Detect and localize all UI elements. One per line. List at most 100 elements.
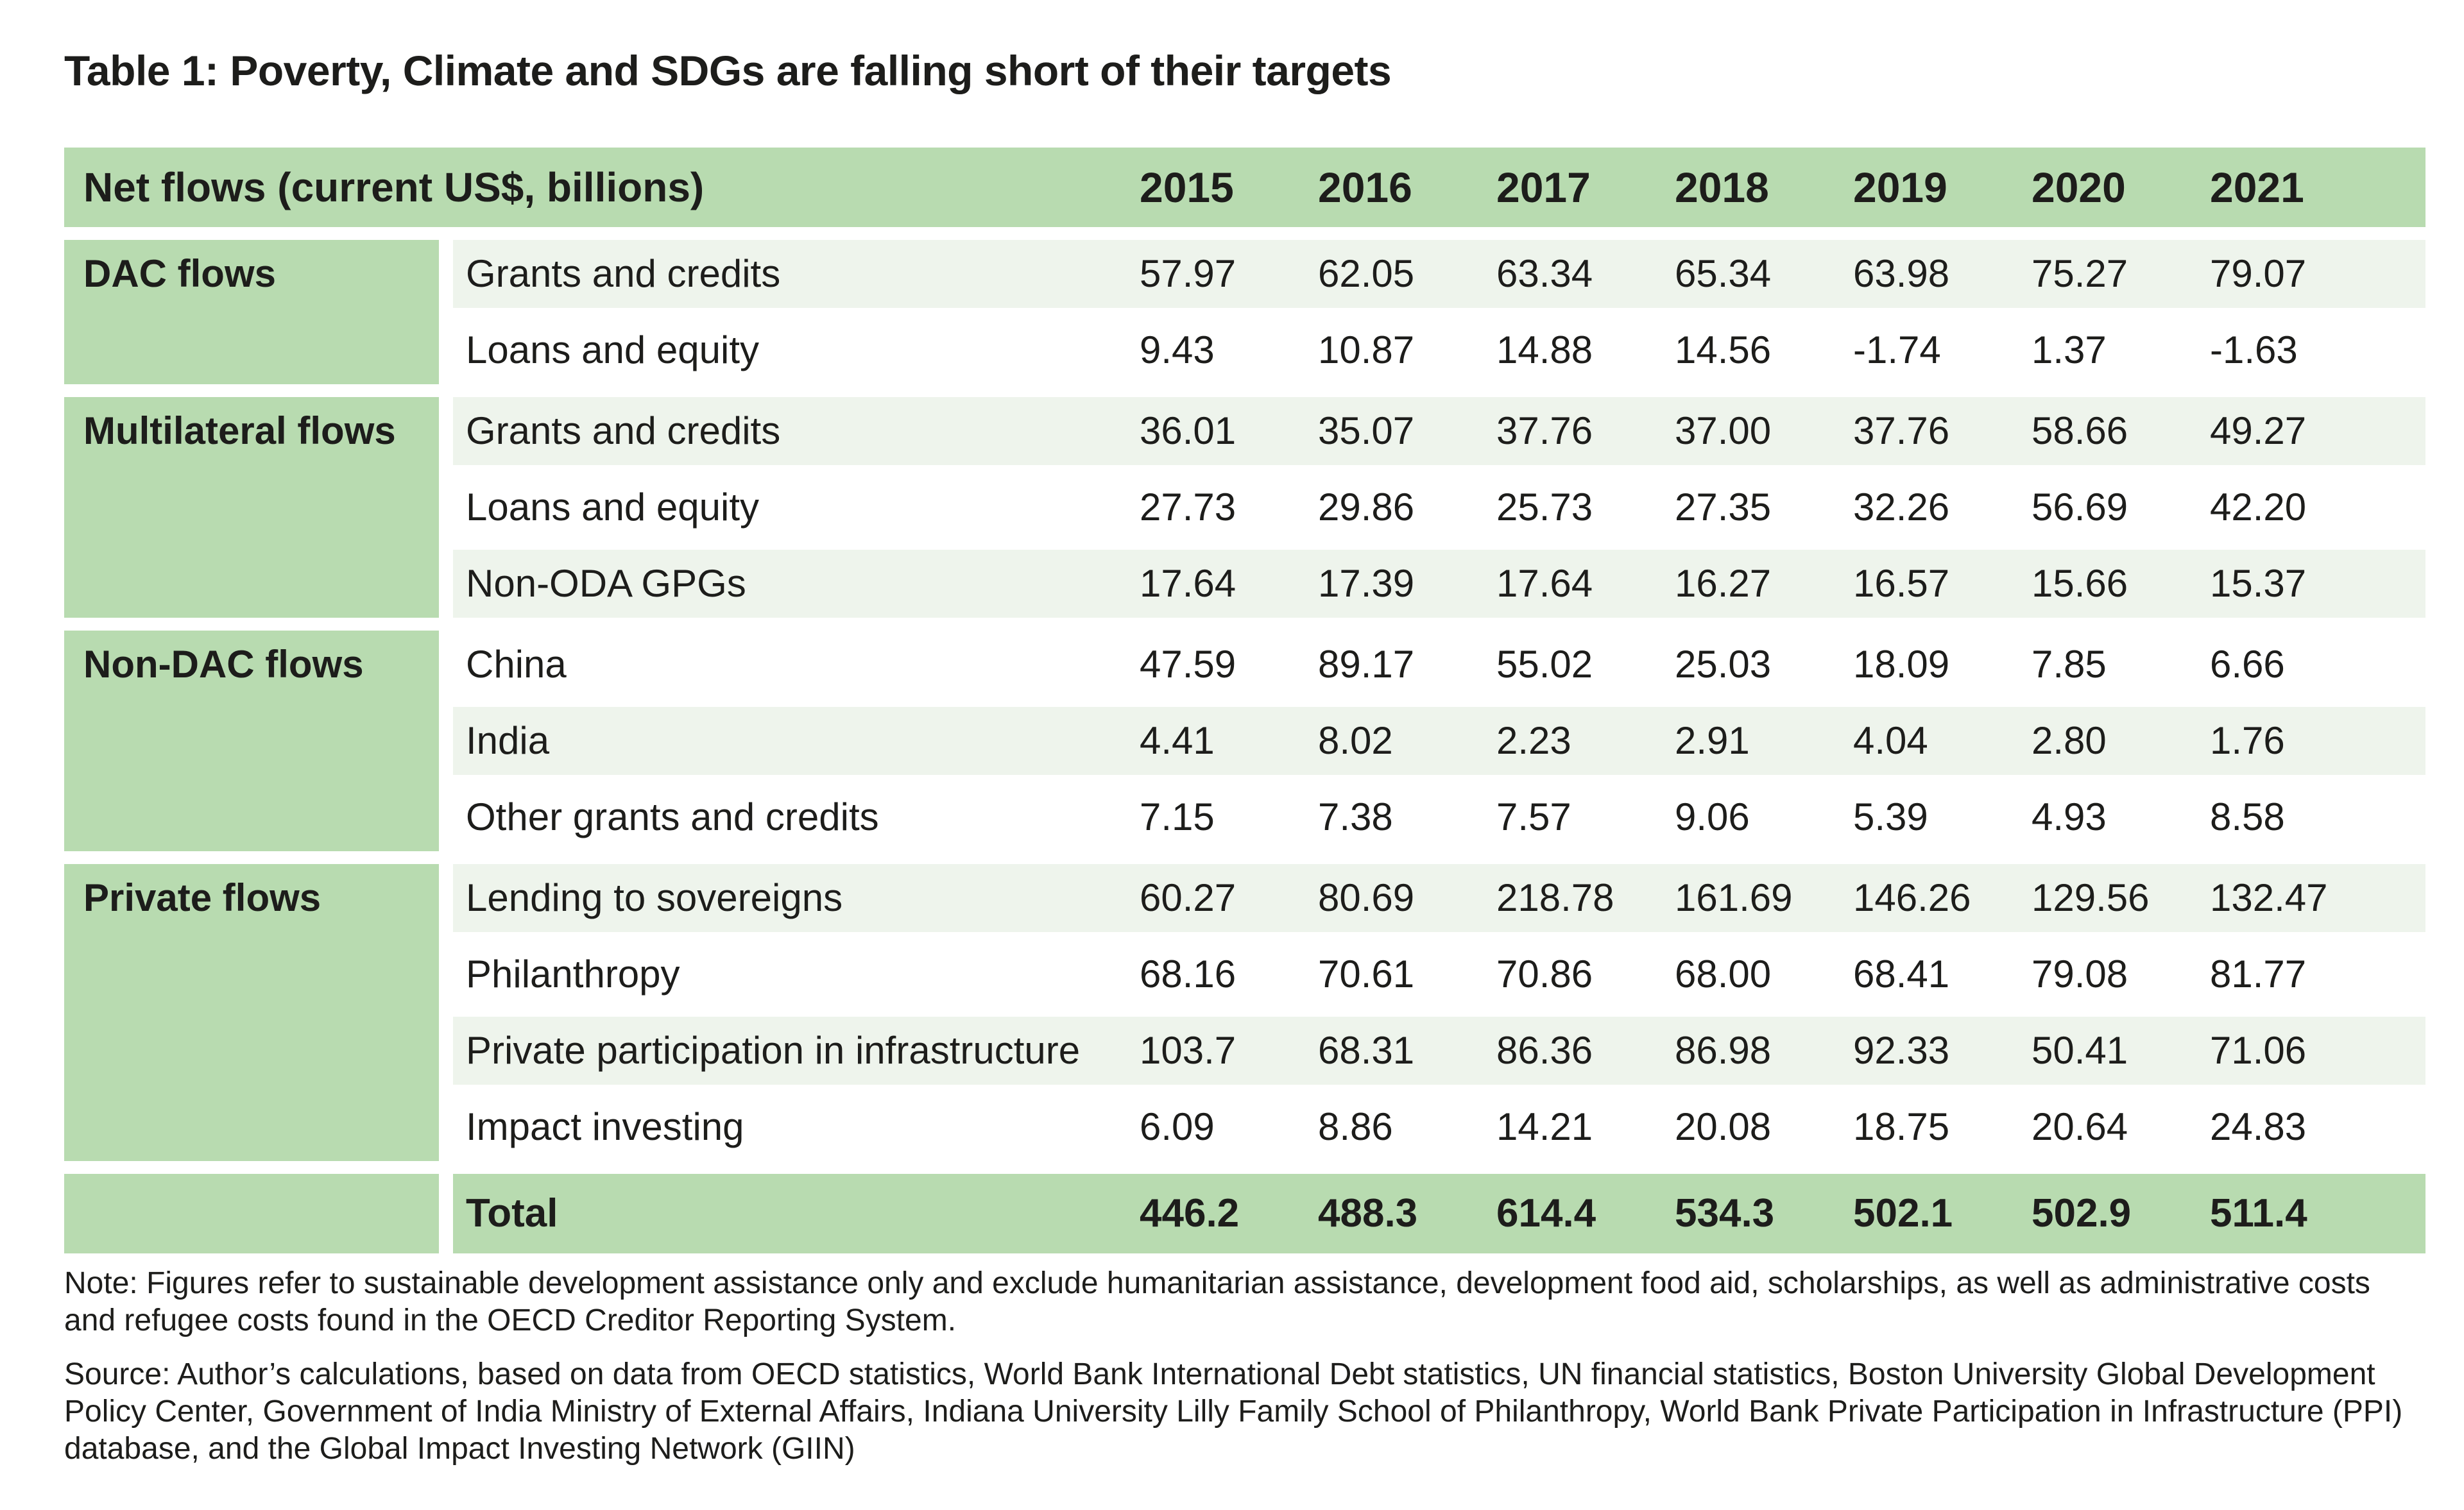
table-cell: 15.66 — [2032, 562, 2128, 605]
row-label: Other grants and credits — [466, 795, 879, 838]
header-year: 2020 — [2032, 164, 2126, 211]
table-cell: 37.76 — [1853, 409, 1950, 452]
group-label: Non-DAC flows — [83, 643, 364, 686]
total-cell: 614.4 — [1496, 1191, 1596, 1235]
total-spacer-cell — [64, 1174, 439, 1253]
table-cell: 17.64 — [1140, 562, 1236, 605]
row-label: Grants and credits — [466, 409, 781, 452]
table-cell: 37.76 — [1496, 409, 1593, 452]
table-cell: 68.41 — [1853, 953, 1950, 996]
header-label: Net flows (current US$, billions) — [83, 164, 705, 210]
table-cell: 4.04 — [1853, 719, 1928, 762]
table-cell: 70.61 — [1318, 953, 1415, 996]
table-cell: 132.47 — [2210, 876, 2328, 919]
table-cell: 16.27 — [1675, 562, 1772, 605]
table-cell: 63.98 — [1853, 252, 1950, 295]
table-row: Grants and credits 36.01 35.07 37.76 37.00 37… — [453, 397, 2426, 465]
table-cell: 8.86 — [1318, 1105, 1393, 1148]
table-cell: 86.36 — [1496, 1029, 1593, 1072]
table-cell: 81.77 — [2210, 953, 2307, 996]
table-cell: 15.37 — [2210, 562, 2307, 605]
table-cell: 5.39 — [1853, 795, 1928, 838]
table-cell: 47.59 — [1140, 643, 1236, 686]
table-cell: 79.07 — [2210, 252, 2307, 295]
group-label-cell: Private flows — [64, 864, 439, 1161]
table-cell: 1.37 — [2032, 328, 2107, 371]
table-cell: 92.33 — [1853, 1029, 1950, 1072]
table-cell: 29.86 — [1318, 486, 1415, 529]
header-year: 2017 — [1496, 164, 1591, 211]
table-cell: 35.07 — [1318, 409, 1415, 452]
table-cell: 89.17 — [1318, 643, 1415, 686]
table-cell: 57.97 — [1140, 252, 1236, 295]
table-cell: 32.26 — [1853, 486, 1950, 529]
table-cell: 42.20 — [2210, 486, 2307, 529]
table-cell: 218.78 — [1496, 876, 1614, 919]
table-row: Loans and equity 9.43 10.87 14.88 14.56 -1.74… — [453, 316, 2426, 384]
table-row: Grants and credits 57.97 62.05 63.34 65.34 63… — [453, 240, 2426, 308]
group-label-cell: DAC flows — [64, 240, 439, 384]
table-cell: 37.00 — [1675, 409, 1772, 452]
row-label: Private participation in infrastructure — [466, 1029, 1081, 1072]
header-year: 2015 — [1140, 164, 1234, 211]
group-label: Multilateral flows — [83, 409, 396, 452]
total-cell: 534.3 — [1675, 1191, 1775, 1235]
table-cell: 16.57 — [1853, 562, 1950, 605]
table-cell: 60.27 — [1140, 876, 1236, 919]
table-cell: 9.43 — [1140, 328, 1215, 371]
table-cell: 71.06 — [2210, 1029, 2307, 1072]
table-row: Other grants and credits 7.15 7.38 7.57 9.06… — [453, 783, 2426, 851]
total-label: Total — [466, 1191, 558, 1235]
table-cell: 20.08 — [1675, 1105, 1772, 1148]
table-cell: 2.23 — [1496, 719, 1571, 762]
table-cell: 50.41 — [2032, 1029, 2128, 1072]
row-label: Loans and equity — [466, 328, 760, 371]
table-source: Source: Author’s calculations, based on … — [64, 1357, 2403, 1466]
table-cell: 36.01 — [1140, 409, 1236, 452]
table-cell: 68.00 — [1675, 953, 1772, 996]
table-cell: 68.31 — [1318, 1029, 1415, 1072]
table-cell: 27.35 — [1675, 486, 1772, 529]
table-cell: 129.56 — [2032, 876, 2150, 919]
table-cell: 161.69 — [1675, 876, 1793, 919]
row-label: Lending to sovereigns — [466, 876, 843, 919]
table-cell: 103.7 — [1140, 1029, 1236, 1072]
table-cell: 25.73 — [1496, 486, 1593, 529]
row-label: Loans and equity — [466, 486, 760, 529]
table-cell: 68.16 — [1140, 953, 1236, 996]
table-cell: 27.73 — [1140, 486, 1236, 529]
table-title: Table 1: Poverty, Climate and SDGs are f… — [64, 47, 1392, 94]
table-cell: 7.38 — [1318, 795, 1393, 838]
table-header-row: Net flows (current US$, billions) 2015 20… — [64, 148, 2426, 227]
total-cell: 502.9 — [2032, 1191, 2132, 1235]
table-cell: 9.06 — [1675, 795, 1750, 838]
table-cell: 8.58 — [2210, 795, 2285, 838]
table-cell: 7.57 — [1496, 795, 1571, 838]
table-row: India 4.41 8.02 2.23 2.91 4.04 2.80 1.76 — [453, 707, 2426, 775]
table-cell: 6.66 — [2210, 643, 2285, 686]
table-cell: 56.69 — [2032, 486, 2128, 529]
group-label-cell: Multilateral flows — [64, 397, 439, 618]
table-cell: 65.34 — [1675, 252, 1772, 295]
row-label: Non-ODA GPGs — [466, 562, 746, 605]
table-cell: 18.09 — [1853, 643, 1950, 686]
table-cell: 4.93 — [2032, 795, 2107, 838]
table-row: Loans and equity 27.73 29.86 25.73 27.35 32.2… — [453, 473, 2426, 541]
table-cell: 8.02 — [1318, 719, 1393, 762]
table-cell: 18.75 — [1853, 1105, 1950, 1148]
row-label: India — [466, 719, 550, 762]
total-cell: 488.3 — [1318, 1191, 1418, 1235]
row-label: Philanthropy — [466, 953, 680, 996]
table-row: Lending to sovereigns 60.27 80.69 218.78 161… — [453, 864, 2426, 932]
table-cell: 146.26 — [1853, 876, 1971, 919]
table-cell: 58.66 — [2032, 409, 2128, 452]
total-row: Total 446.2 488.3 614.4 534.3 502.1 502.9 511.4 — [453, 1174, 2426, 1253]
group-label-cell: Non-DAC flows — [64, 631, 439, 851]
header-year: 2019 — [1853, 164, 1947, 211]
row-label: Grants and credits — [466, 252, 781, 295]
header-year: 2016 — [1318, 164, 1412, 211]
table-row: Private participation in infrastructure 1… — [453, 1017, 2426, 1085]
table-cell: 17.64 — [1496, 562, 1593, 605]
table-note: Note: Figures refer to sustainable devel… — [64, 1266, 2370, 1337]
table-cell: 6.09 — [1140, 1105, 1215, 1148]
